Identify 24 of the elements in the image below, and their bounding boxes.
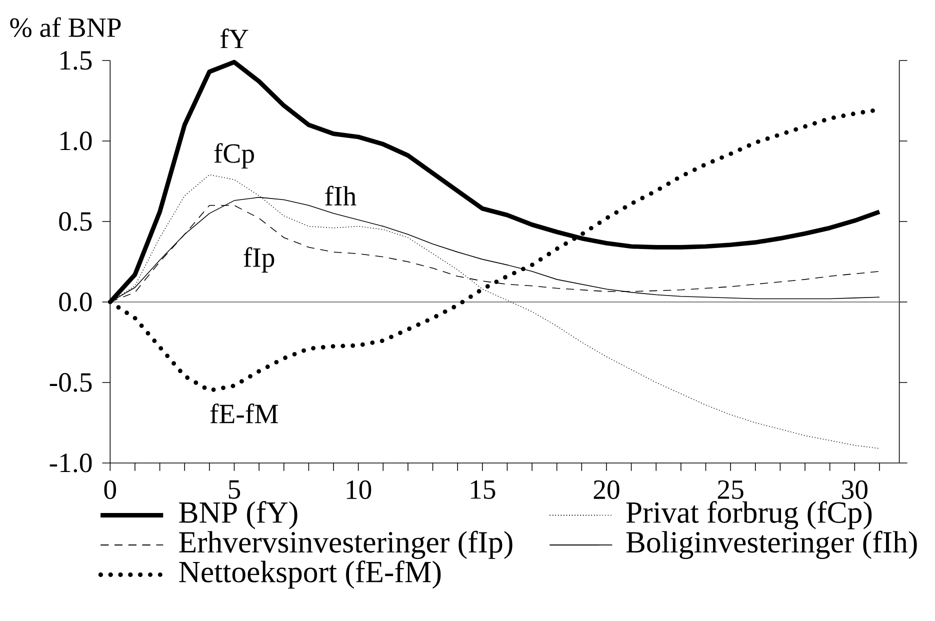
x-tick-label: 10 [346,480,372,500]
y-tick-label: -0.5 [50,373,92,392]
annotation: fIp [244,247,274,273]
y-tick-label: -1.0 [50,454,92,473]
x-tick-label: 20 [594,480,620,500]
x-tick-label: 25 [718,480,744,500]
y-tick-label: 1.0 [60,132,92,151]
legend-label: BNP (fY) [179,501,298,530]
y-tick-label: 0.0 [59,292,92,312]
x-tick-label: 0 [104,480,116,500]
legend-label: Nettoeksport (fE-fM) [179,560,441,589]
annotation: fIh [325,186,356,206]
x-tick-label: 30 [842,480,868,500]
annotation: fY [220,28,248,48]
y-tick-label: 1.5 [60,51,92,70]
x-tick-label: 15 [470,480,496,500]
x-tick-label: 5 [228,480,240,500]
annotation: fE-fM [210,404,278,424]
legend-label: Erhvervsinvesteringer (fIp) [179,530,512,560]
annotation: fCp [214,143,254,169]
legend-label: Privat forbrug (fCp) [626,501,872,530]
y-axis-title: % af BNP [10,17,121,38]
legend-label: Boliginvesteringer (fIh) [626,530,917,560]
y-tick-label: 0.5 [59,212,92,232]
